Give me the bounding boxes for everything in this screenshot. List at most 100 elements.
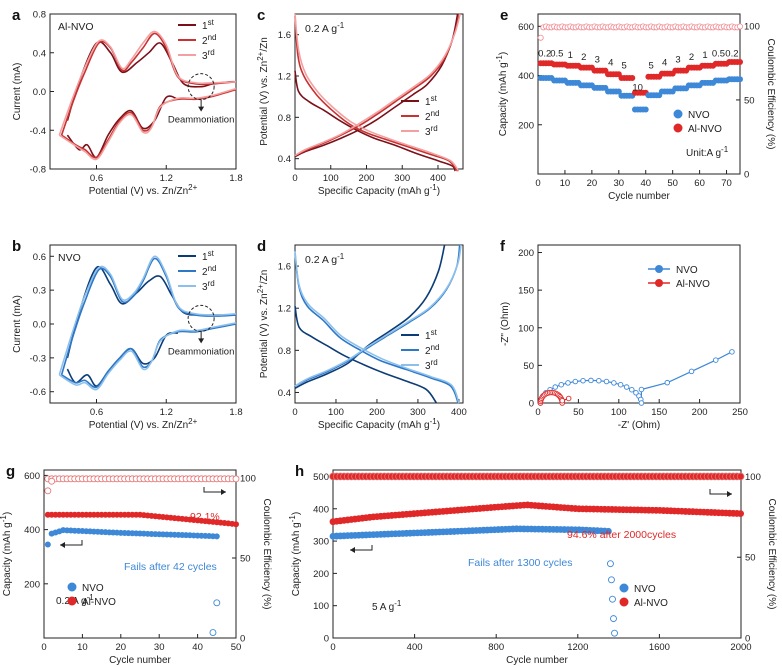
x-tick-label: 400 — [430, 173, 446, 184]
y-axis-label: Current (mA) — [12, 295, 23, 353]
nvo-point — [596, 377, 602, 384]
al-nvo-point — [737, 510, 744, 517]
y2-tick-label: 0 — [744, 170, 749, 181]
panel-title: Al-NVO — [58, 21, 94, 33]
x-tick-label: 300 — [410, 407, 426, 418]
gcd-discharge-1st — [294, 305, 438, 404]
capacity-axis-arrow — [60, 540, 83, 546]
ce-point — [48, 477, 56, 485]
x-tick-label: 800 — [488, 642, 504, 653]
legend-marker — [619, 583, 629, 593]
nvo-point — [638, 400, 645, 406]
x-tick-label: 300 — [394, 173, 410, 184]
nvo-point — [558, 381, 564, 388]
x-tick-label: 1600 — [649, 642, 670, 653]
x-tick-label: 200 — [692, 407, 708, 418]
gcd-discharge-2nd — [294, 16, 459, 172]
nvo-point — [565, 380, 571, 386]
arrowhead — [198, 106, 205, 112]
legend-label: NVO — [688, 110, 710, 121]
x-tick-label: 30 — [154, 642, 165, 653]
nvo-point — [664, 379, 671, 386]
cv-curve-3rd — [58, 30, 237, 136]
gcd-charge-1st — [294, 244, 446, 390]
y-tick-label: 0.0 — [33, 320, 46, 331]
y-tick-label: 0.0 — [33, 87, 46, 98]
x-tick-label: 150 — [651, 407, 667, 418]
al-nvo-point — [233, 521, 239, 528]
cv-curve-2nd — [61, 323, 237, 389]
nvo-point — [605, 527, 612, 535]
nvo-point — [623, 384, 630, 390]
rate-label: 0.5 — [712, 48, 725, 59]
panel-title: NVO — [58, 252, 81, 264]
nvo-failure-note: Fails after 1300 cycles — [468, 557, 572, 569]
ce-point — [736, 472, 745, 481]
y-tick-label: 0.8 — [33, 10, 46, 21]
plot-frame — [332, 469, 742, 639]
y-axis-label: Current (mA) — [12, 63, 23, 121]
y-tick-label: 50 — [523, 361, 534, 372]
panel-label: g — [6, 463, 15, 480]
legend-marker — [67, 596, 77, 606]
cv-curve-2nd — [60, 32, 237, 136]
panel-title: 0.2 A g-1​ — [305, 252, 345, 266]
x-tick-label: 20 — [116, 642, 127, 653]
x-tick-label: 200 — [369, 407, 385, 418]
y-tick-label: 100 — [518, 323, 534, 334]
x-tick-label: 40 — [192, 642, 203, 653]
x-tick-label: 50 — [667, 178, 678, 189]
x-tick-label: 0 — [535, 407, 540, 418]
x-axis-label: Specific Capacity (mAh g-1​) — [318, 183, 440, 197]
nvo-point — [638, 386, 645, 393]
nvo-point — [633, 390, 639, 396]
nvo-point — [580, 377, 586, 384]
y-tick-label: 200 — [518, 120, 534, 131]
rate-label: 4 — [608, 58, 613, 69]
plot-frame — [294, 244, 464, 404]
legend-label: 3rd​ — [202, 48, 215, 62]
rate-label: 0.2 — [538, 48, 551, 59]
panel-title: 0.2 A g-1​ — [305, 21, 345, 35]
x-tick-label: 50 — [231, 642, 242, 653]
nvo-fail-point — [606, 560, 614, 568]
nvo-fail-point — [611, 629, 618, 637]
y2-tick-label: 100 — [744, 21, 760, 32]
rate-label: 2 — [689, 52, 694, 63]
legend-label: 3rd​ — [425, 358, 438, 372]
panel-label: h — [295, 463, 304, 480]
x-axis-label: Specific Capacity (mAh g-1​) — [318, 417, 440, 431]
rate-note: 5 A g-1​ — [372, 599, 402, 613]
ce-point — [232, 475, 240, 483]
gcd-charge-1st — [294, 13, 459, 158]
legend-label: 2nd​ — [202, 33, 216, 47]
y-tick-label: 600 — [24, 471, 40, 482]
nvo-fail-point — [609, 595, 616, 603]
cv-curve-1st — [66, 95, 179, 159]
x-axis-label: Potential (V) vs. Zn/Zn2+​ — [89, 183, 198, 197]
gcd-charge-3rd — [294, 244, 462, 387]
nvo-point — [729, 349, 735, 355]
y-tick-label: 100 — [313, 601, 329, 612]
x-tick-label: 0.6 — [90, 173, 103, 184]
x-tick-label: 400 — [407, 642, 423, 653]
ce-point — [44, 487, 52, 495]
plot-frame — [537, 13, 741, 175]
rate-label: 0.2 — [725, 48, 738, 59]
gcd-discharge-3rd — [294, 251, 460, 404]
y-axis-label: Potential (V) vs. Zn2+​/Zn — [256, 270, 270, 379]
legend-label: NVO — [634, 584, 656, 595]
cv-curve-3rd — [58, 322, 237, 391]
y-tick-label: 0.4 — [33, 48, 46, 59]
panel-label: e — [500, 7, 508, 24]
x-tick-label: 10 — [560, 178, 571, 189]
y2-axis-label: Coulombic Efficiency (%) — [766, 499, 777, 610]
y-tick-label: 0.6 — [33, 252, 46, 263]
nvo-failure-note: Fails after 42 cycles — [124, 561, 217, 573]
ce-axis-arrow — [203, 487, 226, 493]
unit-note: Unit:A g-1​ — [686, 145, 729, 159]
panel-label: c — [257, 7, 265, 24]
y-tick-label: 1.6 — [278, 30, 291, 41]
